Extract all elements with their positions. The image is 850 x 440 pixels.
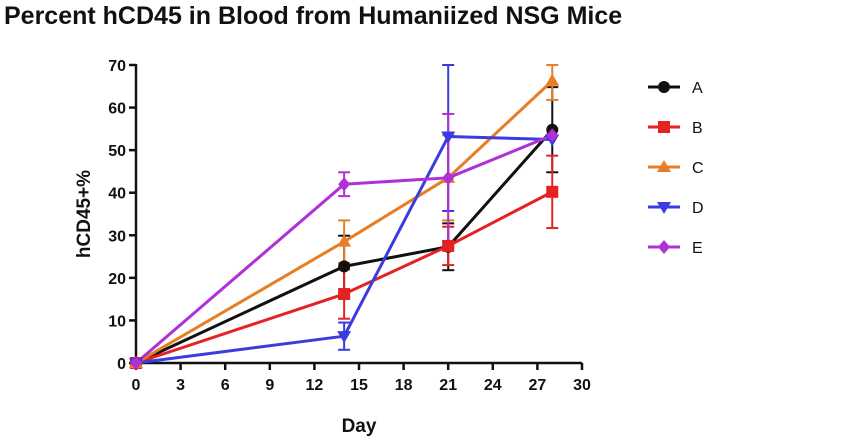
x-tick-label: 12 <box>306 377 324 394</box>
y-tick-label: 40 <box>108 186 126 203</box>
data-point-e <box>546 128 559 143</box>
x-tick-label: 24 <box>484 377 502 394</box>
series-line-b <box>135 190 553 365</box>
x-tick-label: 27 <box>529 377 547 394</box>
legend: A B C D E <box>648 80 704 257</box>
x-tick-label: 6 <box>221 377 230 394</box>
x-tick-label: 15 <box>350 377 368 394</box>
y-tick-label: 30 <box>108 228 126 245</box>
y-tick-label: 20 <box>108 271 126 288</box>
x-tick-label: 21 <box>439 377 457 394</box>
y-tick-label: 60 <box>108 101 126 118</box>
y-tick-label: 50 <box>108 143 126 160</box>
data-point-d <box>337 331 352 344</box>
chart-title: Percent hCD45 in Blood from Humaniized N… <box>4 2 623 30</box>
data-point-e <box>442 170 455 185</box>
series-line-e <box>135 133 553 365</box>
legend-marker-b <box>658 121 670 133</box>
data-point-d <box>441 131 456 144</box>
axes: 0 10 20 30 40 50 60 70 0 3 6 9 12 15 18 21 24 27 30 Day hCD4… <box>74 58 591 437</box>
legend-label-a: A <box>692 80 703 97</box>
y-axis-title: hCD45+% <box>74 170 95 258</box>
legend-label-c: C <box>692 160 704 177</box>
data-point-e <box>338 177 351 192</box>
data-point-c <box>337 234 352 247</box>
x-tick-label: 18 <box>395 377 413 394</box>
data-point-e <box>130 356 142 370</box>
legend-marker-e <box>658 240 670 254</box>
x-tick-label: 30 <box>573 377 591 394</box>
data-point-b <box>442 239 455 252</box>
y-tick-label: 0 <box>117 356 126 373</box>
x-axis-title: Day <box>342 416 377 437</box>
series-lines <box>135 79 554 365</box>
legend-marker-d <box>657 202 671 214</box>
x-tick-label: 9 <box>265 377 274 394</box>
y-tick-label: 70 <box>108 58 126 75</box>
legend-label-b: B <box>692 120 703 137</box>
series-markers <box>129 73 560 370</box>
series-line-d <box>135 135 553 365</box>
x-tick-label: 0 <box>132 377 141 394</box>
data-point-b <box>546 185 559 198</box>
legend-label-d: D <box>692 200 704 217</box>
series-line-c <box>135 79 554 365</box>
data-point-c <box>545 73 560 86</box>
legend-marker-c <box>657 160 671 172</box>
series-line-a <box>135 128 554 365</box>
y-tick-label: 10 <box>108 313 126 330</box>
legend-marker-a <box>658 81 670 93</box>
data-point-b <box>338 288 351 301</box>
x-tick-label: 3 <box>176 377 185 394</box>
legend-label-e: E <box>692 240 703 257</box>
data-point-a <box>338 260 351 273</box>
